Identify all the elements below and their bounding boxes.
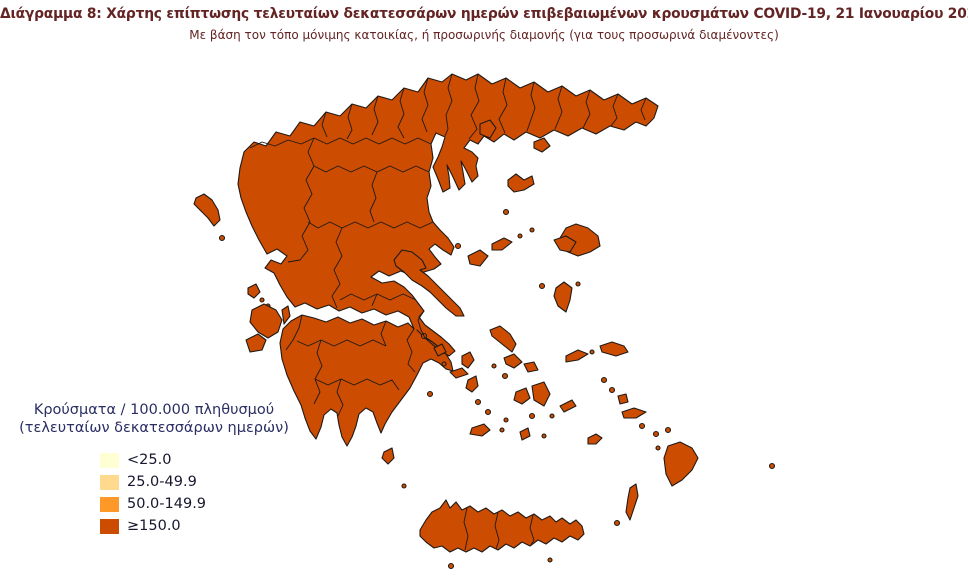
island-kalymnos bbox=[617, 393, 629, 405]
island-serifos bbox=[474, 398, 482, 406]
island-skyros bbox=[553, 235, 577, 253]
island-kythnos bbox=[465, 375, 479, 393]
legend-label: <25.0 bbox=[127, 451, 172, 468]
island-folegandros bbox=[499, 427, 505, 433]
island-paros bbox=[513, 387, 531, 405]
region-euboea bbox=[393, 249, 465, 317]
legend-title-line1: Κρούσματα / 100.000 πληθυσμού bbox=[33, 402, 275, 418]
sporades-islands bbox=[454, 227, 577, 267]
legend-item: <25.0 bbox=[100, 449, 300, 471]
island-skopelos bbox=[467, 249, 489, 267]
island-sifnos bbox=[484, 408, 492, 416]
legend-title: Κρούσματα / 100.000 πληθυσμού (τελευταίω… bbox=[8, 402, 300, 437]
island-karpathos bbox=[625, 483, 639, 521]
island-skiathos bbox=[454, 242, 462, 250]
island-hydra bbox=[449, 367, 469, 379]
island-lemnos bbox=[507, 173, 535, 193]
island-ithaca bbox=[281, 305, 291, 325]
island-nisyros bbox=[638, 422, 646, 430]
island-chalki bbox=[655, 445, 661, 451]
island-psara bbox=[538, 282, 546, 290]
island-mykonos bbox=[523, 361, 539, 373]
island-oinousses bbox=[575, 281, 581, 287]
island-rhodes bbox=[663, 441, 699, 487]
figure-subtitle: Με βάση τον τόπο μόνιμης κατοικίας, ή πρ… bbox=[189, 28, 779, 42]
island-spetses bbox=[426, 390, 434, 398]
island-samos bbox=[599, 341, 629, 357]
title-block: Διάγραμμα 8: Χάρτης επίπτωσης τελευταίων… bbox=[0, 6, 968, 42]
island-gavdos bbox=[447, 562, 455, 570]
island-syros bbox=[501, 372, 509, 380]
region-crete bbox=[419, 499, 585, 553]
island-samothrace bbox=[533, 137, 551, 153]
legend-swatch-lt25 bbox=[100, 452, 119, 468]
island-amorgos bbox=[559, 399, 577, 413]
legend-swatch-25-49 bbox=[100, 474, 119, 490]
island-astypalaia bbox=[587, 433, 603, 445]
island-poros bbox=[441, 361, 447, 367]
island-thasos bbox=[479, 119, 497, 139]
island-tinos bbox=[503, 353, 523, 369]
island-leros bbox=[608, 386, 616, 394]
island-kos bbox=[621, 407, 647, 419]
island-kea bbox=[461, 351, 475, 369]
island-patmos bbox=[600, 376, 608, 384]
dodecanese-islands bbox=[587, 376, 776, 527]
island-kasos bbox=[613, 519, 621, 527]
legend-items: <25.0 25.0-49.9 50.0-149.9 ≥150.0 bbox=[100, 449, 300, 537]
map-regions bbox=[193, 73, 776, 570]
saronic-islands bbox=[420, 332, 469, 398]
legend: Κρούσματα / 100.000 πληθυσμού (τελευταίω… bbox=[8, 402, 300, 537]
island-lefkada bbox=[247, 283, 261, 299]
ionian-islands bbox=[193, 193, 407, 489]
island-santorini bbox=[519, 427, 531, 441]
legend-label: 50.0-149.9 bbox=[127, 495, 207, 512]
island-fourni bbox=[589, 349, 595, 355]
island-chios bbox=[553, 281, 573, 313]
island-naxos bbox=[531, 381, 551, 407]
legend-label: ≥150.0 bbox=[127, 517, 181, 534]
island-agios-efstratios bbox=[502, 208, 510, 216]
region-borders bbox=[249, 73, 647, 551]
island-kythira bbox=[381, 447, 395, 465]
island-symi bbox=[664, 426, 672, 434]
crete-islets bbox=[447, 557, 553, 570]
island-alonnisos bbox=[491, 237, 513, 251]
region-mainland bbox=[237, 73, 659, 447]
legend-title-line2: (τελευταίων δεκατεσσάρων ημερών) bbox=[19, 419, 289, 436]
island-paxoi bbox=[218, 234, 226, 242]
island-kastellorizo bbox=[768, 462, 776, 470]
island-milos bbox=[469, 423, 491, 437]
legend-label: 25.0-49.9 bbox=[127, 473, 197, 490]
island-gyaros bbox=[491, 363, 497, 369]
legend-item: 25.0-49.9 bbox=[100, 471, 300, 493]
island-andros bbox=[489, 325, 517, 353]
figure-title: Διάγραμμα 8: Χάρτης επίπτωσης τελευταίων… bbox=[0, 6, 968, 22]
island-kefalonia bbox=[249, 303, 283, 339]
legend-item: 50.0-149.9 bbox=[100, 493, 300, 515]
island-tilos bbox=[652, 430, 660, 438]
island-antikythera bbox=[401, 483, 407, 489]
island-corfu bbox=[193, 193, 221, 227]
island-ikaria bbox=[565, 349, 589, 363]
island-ios bbox=[528, 412, 536, 420]
legend-swatch-gte150 bbox=[100, 518, 119, 534]
cyclades-islands bbox=[461, 325, 577, 441]
legend-item: ≥150.0 bbox=[100, 515, 300, 537]
island-aegina bbox=[433, 343, 447, 357]
legend-swatch-50-149 bbox=[100, 496, 119, 512]
island-anafi bbox=[541, 433, 547, 439]
island-zakynthos bbox=[245, 333, 267, 353]
